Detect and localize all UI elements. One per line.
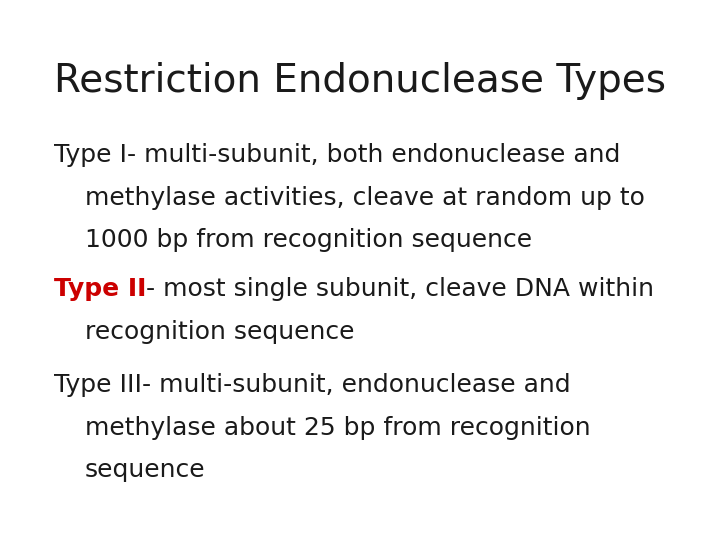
Text: Restriction Endonuclease Types: Restriction Endonuclease Types [54,62,666,100]
Text: 1000 bp from recognition sequence: 1000 bp from recognition sequence [85,228,532,252]
Text: sequence: sequence [85,458,206,482]
Text: Type II: Type II [54,277,146,301]
Text: - multi-subunit, endonuclease and: - multi-subunit, endonuclease and [142,373,571,396]
Text: Type I: Type I [54,143,127,167]
Text: - most single subunit, cleave DNA within: - most single subunit, cleave DNA within [146,277,654,301]
Text: methylase about 25 bp from recognition: methylase about 25 bp from recognition [85,416,590,440]
Text: recognition sequence: recognition sequence [85,320,354,343]
Text: methylase activities, cleave at random up to: methylase activities, cleave at random u… [85,186,645,210]
Text: Type III: Type III [54,373,142,396]
Text: - multi-subunit, both endonuclease and: - multi-subunit, both endonuclease and [127,143,621,167]
